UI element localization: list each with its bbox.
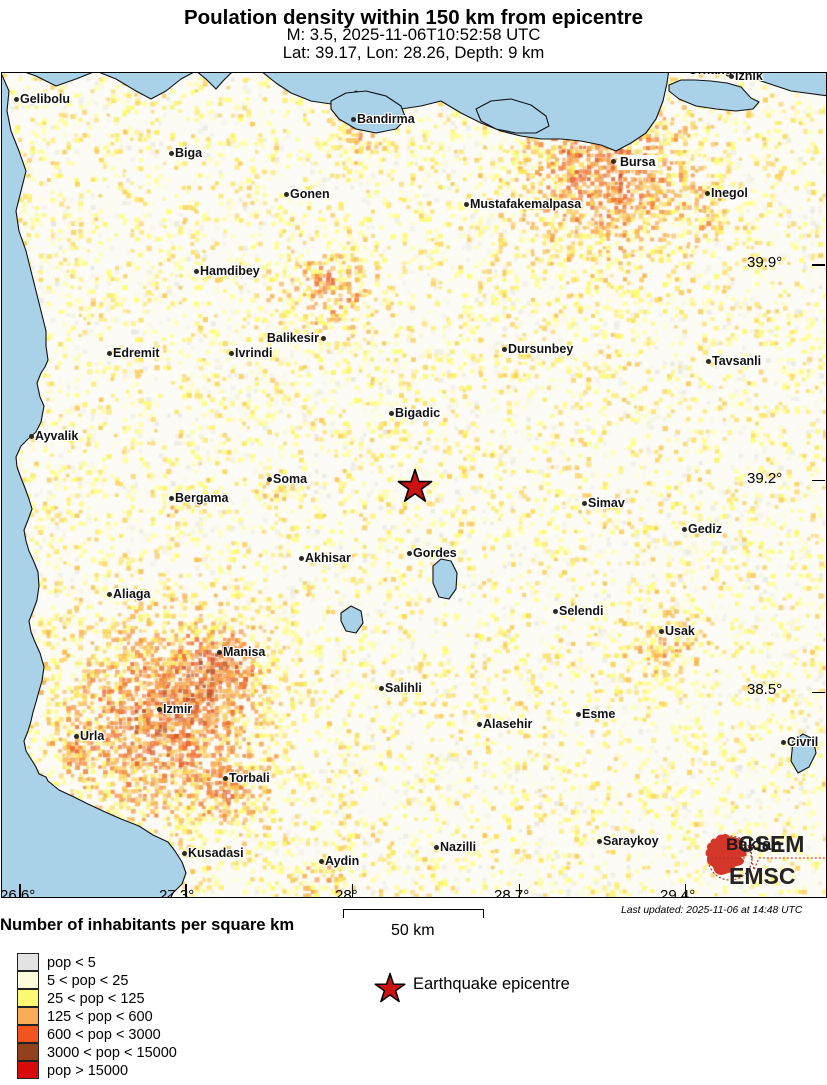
svg-text:Baklan: Baklan — [726, 835, 782, 854]
svg-text:EMSC: EMSC — [729, 863, 795, 889]
